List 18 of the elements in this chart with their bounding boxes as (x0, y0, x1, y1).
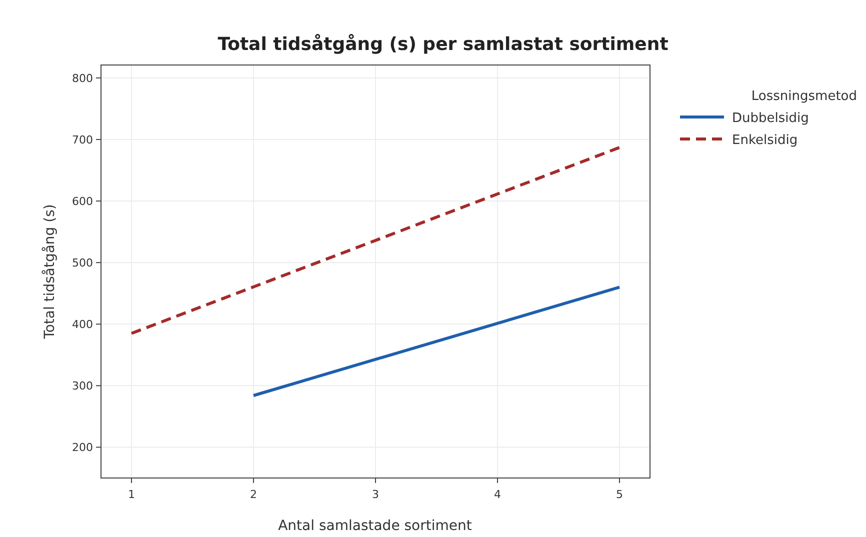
x-tick-label: 1 (128, 488, 135, 501)
legend-title: Lossningsmetod (751, 89, 857, 104)
x-axis-title: Antal samlastade sortiment (278, 518, 472, 534)
y-tick-label: 700 (72, 133, 93, 146)
y-tick-label: 400 (72, 318, 93, 332)
y-tick-label: 800 (72, 72, 93, 85)
legend-label: Dubbelsidig (732, 111, 809, 126)
x-tick-label: 5 (616, 488, 623, 501)
x-tick-label: 3 (372, 488, 379, 501)
legend-label: Enkelsidig (732, 133, 798, 148)
y-tick-label: 600 (72, 195, 93, 208)
chart-title: Total tidsåtgång (s) per samlastat sortiment (218, 34, 669, 55)
x-tick-label: 2 (250, 488, 257, 501)
y-tick-label: 300 (72, 380, 93, 393)
y-axis-title: Total tidsåtgång (s) (41, 204, 58, 340)
x-tick-label: 4 (494, 488, 501, 501)
y-tick-label: 500 (72, 256, 93, 270)
y-tick-label: 200 (72, 441, 93, 454)
